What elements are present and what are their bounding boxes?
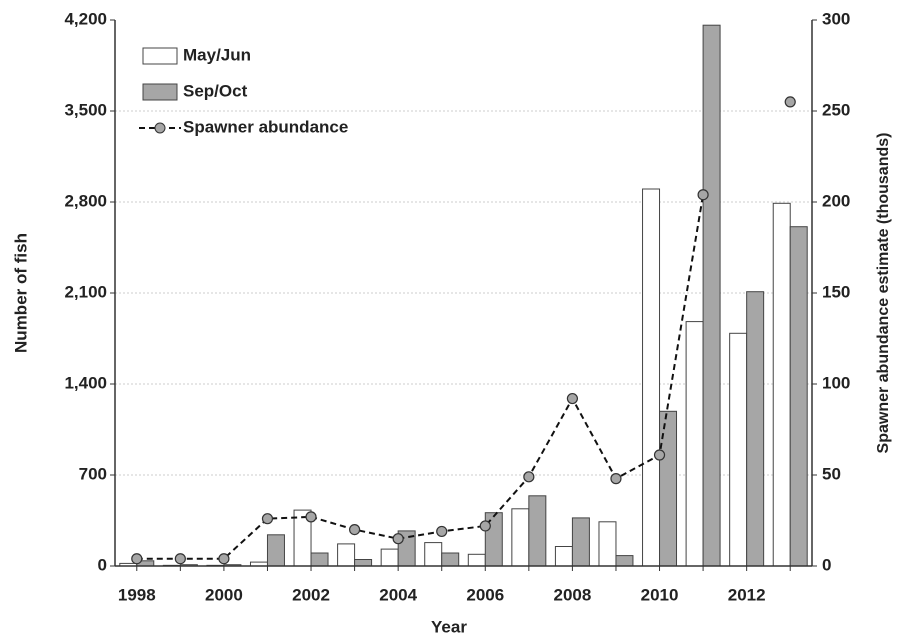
y-tick-label: 1,400 [64,373,107,392]
x-tick-label: 2002 [292,585,330,604]
bar [354,559,373,567]
line-marker [305,511,317,523]
x-tick-label: 2004 [379,585,417,604]
line-marker [653,449,666,461]
y-tick-label: 0 [98,555,107,574]
bar [571,517,590,567]
x-tick-label: 2006 [466,585,504,604]
legend-swatch [142,83,178,101]
bar [424,542,443,567]
bar [380,548,399,567]
legend-marker [154,122,166,134]
y-tick-label: 2,800 [64,191,107,210]
bar [484,512,503,567]
bar [266,534,285,567]
line-marker [697,189,709,201]
y-tick-label: 3,500 [64,100,107,119]
bar [685,321,704,567]
y2-tick-label: 0 [822,555,831,574]
y2-axis-label: Spawner abundance estimate (thousands) [875,133,892,454]
line-marker [348,523,361,536]
bar [615,555,634,567]
bar [310,552,329,567]
bar [789,226,808,567]
line-marker [174,553,186,565]
y2-tick-label: 50 [822,464,841,483]
y-tick-label: 700 [79,464,107,483]
legend-swatch [142,47,178,65]
line-marker [218,553,230,565]
bar [511,508,530,567]
line-marker [523,471,535,483]
bar [729,332,748,567]
bar [772,202,791,567]
x-tick-label: 1998 [118,585,156,604]
line-marker [784,96,796,108]
legend-label: Spawner abundance [183,117,348,136]
bar [554,546,573,567]
bar [467,553,486,567]
y-tick-label: 4,200 [64,9,107,28]
bar [337,543,356,567]
bar [441,552,460,567]
y2-tick-label: 250 [822,100,850,119]
line-marker [131,553,143,565]
bar [528,495,547,567]
bar [702,24,721,567]
line-marker [436,525,448,538]
x-tick-label: 2010 [641,585,679,604]
y-tick-label: 2,100 [64,282,107,301]
y2-tick-label: 200 [822,191,850,210]
line-marker [479,520,491,532]
x-axis-label: Year [431,617,467,636]
line-marker [610,473,622,485]
y-axis-label: Number of fish [11,233,30,353]
x-tick-label: 2012 [728,585,766,604]
x-tick-label: 2000 [205,585,243,604]
x-tick-label: 2008 [553,585,591,604]
legend-label: Sep/Oct [183,81,248,100]
bar [746,291,765,567]
y2-tick-label: 150 [822,282,850,301]
y2-tick-label: 300 [822,9,850,28]
line-marker [261,513,274,525]
y2-tick-label: 100 [822,373,850,392]
line-marker [392,533,404,545]
bar [642,188,661,567]
legend-label: May/Jun [183,45,251,64]
bar [598,521,617,567]
line-marker [566,392,579,405]
